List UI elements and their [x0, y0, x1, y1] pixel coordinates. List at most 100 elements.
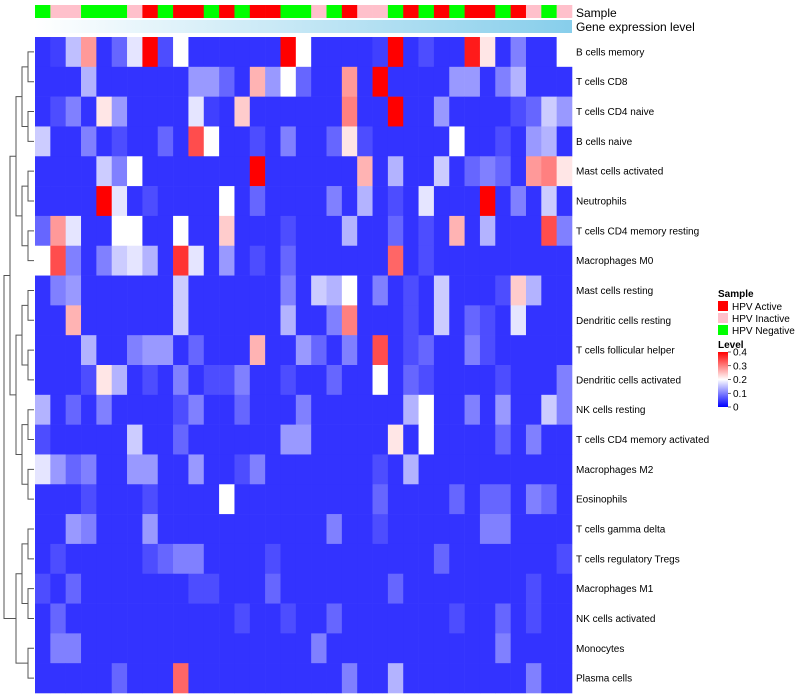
dendrogram-branch	[27, 468, 34, 500]
heatmap-cell	[510, 156, 527, 187]
row-label: Monocytes	[576, 644, 624, 655]
heatmap-cell	[295, 603, 312, 634]
heatmap-cell	[65, 543, 82, 575]
heatmap-cell	[142, 126, 159, 157]
heatmap-cell	[387, 484, 404, 515]
heatmap-cell	[234, 215, 251, 247]
heatmap-cell	[372, 603, 389, 634]
heatmap-cell	[234, 543, 251, 575]
heatmap-cell	[387, 663, 404, 694]
heatmap-cell	[418, 66, 435, 97]
heatmap-cell	[403, 484, 419, 515]
heatmap-cell	[495, 603, 511, 634]
row-label: Macrophages M0	[576, 256, 654, 267]
heatmap-cell	[341, 96, 358, 127]
heatmap-cell	[449, 514, 465, 545]
heatmap-cell	[541, 484, 557, 515]
heatmap-cell	[387, 335, 404, 366]
heatmap-cell	[219, 424, 235, 455]
heatmap-cell	[65, 603, 82, 634]
heatmap-cell	[142, 186, 159, 217]
heatmap-cell	[418, 573, 435, 604]
sample-annotation-cell	[433, 5, 450, 18]
heatmap-cell	[249, 96, 266, 127]
heatmap-cell	[418, 335, 435, 366]
heatmap-cell	[433, 37, 450, 68]
heatmap-cell	[556, 156, 573, 187]
heatmap-cell	[372, 275, 389, 306]
heatmap-cell	[219, 514, 235, 545]
heatmap-cell	[35, 484, 51, 515]
heatmap-cell	[65, 245, 82, 276]
heatmap-cell	[234, 305, 251, 336]
heatmap-cell	[464, 275, 481, 306]
heatmap-cell	[326, 245, 343, 276]
heatmap-cell	[357, 126, 373, 157]
heatmap-cell	[142, 543, 159, 575]
heatmap-cell	[341, 484, 358, 515]
heatmap-cell	[341, 305, 358, 336]
heatmap-cell	[326, 603, 343, 634]
heatmap-cell	[372, 514, 389, 545]
heatmap-cell	[495, 305, 511, 336]
heatmap-cell	[265, 514, 281, 545]
heatmap-cell	[326, 215, 343, 247]
heatmap-cell	[65, 365, 82, 396]
heatmap-cell	[449, 573, 465, 604]
heatmap-cell	[96, 484, 113, 515]
heatmap-cell	[219, 603, 235, 634]
heatmap-cell	[234, 663, 251, 694]
heatmap-cell	[111, 663, 128, 694]
heatmap-cell	[265, 156, 281, 187]
heatmap-cell	[203, 66, 220, 97]
heatmap-cell	[219, 484, 235, 515]
heatmap-cell	[111, 454, 128, 485]
heatmap-cell	[173, 514, 189, 545]
heatmap-cell	[479, 484, 496, 515]
heatmap-cell	[173, 156, 189, 187]
heatmap-cell	[173, 484, 189, 515]
heatmap-cell	[295, 633, 312, 664]
heatmap-cell	[372, 96, 389, 127]
heatmap-cell	[479, 603, 496, 634]
heatmap-cell	[280, 96, 297, 127]
heatmap-cell	[295, 275, 312, 306]
heatmap-cell	[142, 66, 159, 97]
heatmap-cell	[372, 484, 389, 515]
heatmap-cell	[65, 514, 82, 545]
heatmap-cell	[127, 156, 143, 187]
heatmap-cell	[219, 186, 235, 217]
heatmap-cell	[341, 454, 358, 485]
heatmap-cell	[510, 186, 527, 217]
heatmap-cell	[111, 186, 128, 217]
heatmap-cell	[541, 156, 557, 187]
heatmap-cell	[449, 484, 465, 515]
heatmap-cell	[280, 365, 297, 396]
sample-annotation-cell	[249, 5, 266, 18]
row-label: T cells CD4 memory resting	[576, 226, 699, 237]
heatmap-cell	[311, 424, 327, 455]
heatmap-cell	[50, 514, 66, 545]
heatmap-cell	[403, 186, 419, 217]
heatmap-cell	[525, 215, 542, 247]
heatmap-cell	[341, 215, 358, 247]
heatmap-cell	[234, 335, 251, 366]
sample-annotation-cell	[556, 5, 573, 18]
heatmap-cell	[35, 573, 51, 604]
heatmap-cell	[433, 245, 450, 276]
heatmap-cell	[341, 66, 358, 97]
heatmap-cell	[280, 514, 297, 545]
heatmap-cell	[556, 66, 573, 97]
sample-annotation-cell	[280, 5, 297, 18]
heatmap-cell	[403, 245, 419, 276]
heatmap-cell	[311, 484, 327, 515]
heatmap-cell	[219, 573, 235, 604]
heatmap-cell	[188, 275, 205, 306]
heatmap-cell	[203, 305, 220, 336]
heatmap-cell	[219, 305, 235, 336]
heatmap-cell	[249, 454, 266, 485]
heatmap-cell	[295, 335, 312, 366]
heatmap-cell	[357, 245, 373, 276]
heatmap-cell	[234, 573, 251, 604]
heatmap-cell	[96, 543, 113, 575]
